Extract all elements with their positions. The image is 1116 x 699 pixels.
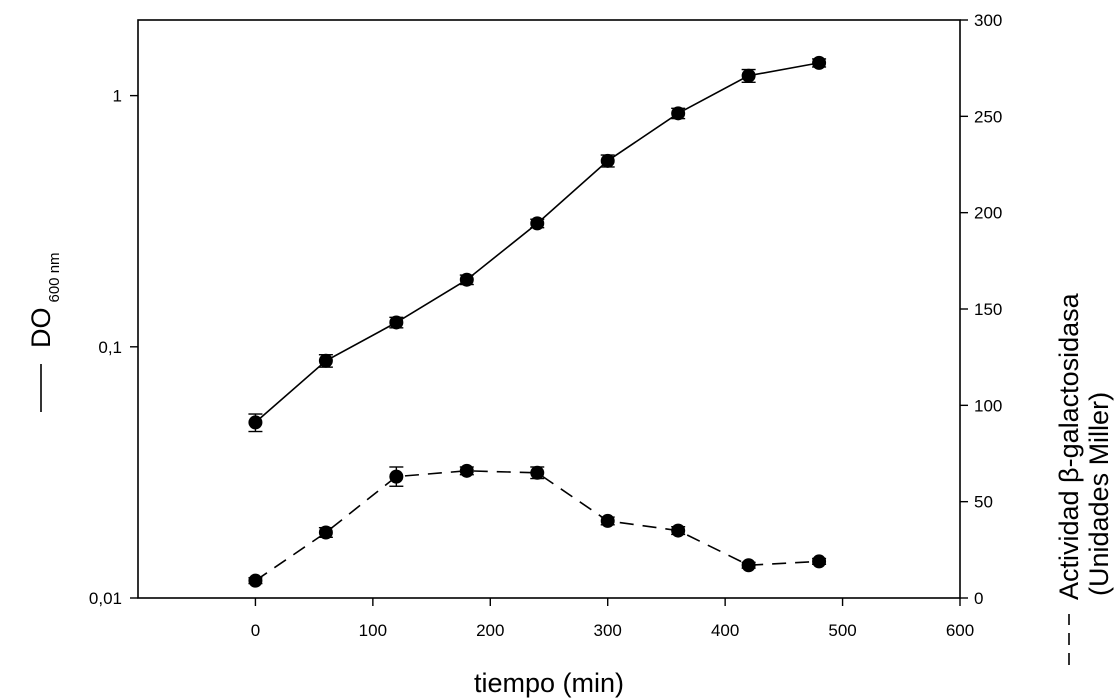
series-2-point bbox=[459, 463, 474, 478]
series-2-point bbox=[671, 523, 686, 538]
x-tick-label: 400 bbox=[711, 621, 739, 640]
y-right-tick-label: 50 bbox=[974, 493, 993, 512]
series-1-line bbox=[254, 62, 820, 424]
y-right-tick-label: 0 bbox=[974, 589, 983, 608]
y-left-axis-label: DO 600 nm bbox=[26, 252, 63, 412]
series-1-point bbox=[248, 415, 263, 430]
x-tick-label: 0 bbox=[251, 621, 260, 640]
series-2-point bbox=[741, 558, 756, 573]
y-right-tick-label: 250 bbox=[974, 107, 1002, 126]
series-1-point bbox=[530, 216, 545, 231]
y-left-axis-label-text: DO 600 nm bbox=[26, 252, 63, 348]
series-1-point bbox=[600, 153, 615, 168]
series-group bbox=[248, 55, 827, 588]
x-tick-label: 600 bbox=[946, 621, 974, 640]
x-axis-label: tiempo (min) bbox=[474, 668, 624, 698]
plot-frame bbox=[137, 19, 961, 599]
series-1-point bbox=[318, 353, 333, 368]
y-left-label-main: DO bbox=[26, 308, 56, 349]
y-right-axis-label: Actividad β-galactosidasa (Unidades Mill… bbox=[1054, 292, 1114, 665]
series-2-point bbox=[530, 465, 545, 480]
x-tick-label: 300 bbox=[594, 621, 622, 640]
x-tick-label: 200 bbox=[476, 621, 504, 640]
y-right-tick-label: 300 bbox=[974, 11, 1002, 30]
series-2-point bbox=[812, 554, 827, 569]
y-right-tick-label: 100 bbox=[974, 396, 1002, 415]
y-left-label-sub: 600 nm bbox=[46, 252, 63, 302]
series-2-line bbox=[254, 469, 820, 582]
y-right-axis-label-line1: Actividad β-galactosidasa bbox=[1054, 292, 1084, 600]
series-2-point bbox=[389, 469, 404, 484]
x-tick-label: 500 bbox=[828, 621, 856, 640]
y-left-axis-ticks: 0,01 0,1 1 bbox=[89, 87, 138, 608]
series-1-point bbox=[459, 272, 474, 287]
series-1-point bbox=[812, 55, 827, 70]
y-left-tick-label: 0,1 bbox=[98, 338, 122, 357]
y-left-tick-label: 1 bbox=[113, 87, 122, 106]
series-2-point bbox=[600, 513, 615, 528]
y-right-axis-label-line2: (Unidades Miller) bbox=[1084, 392, 1114, 596]
series-1-point bbox=[389, 315, 404, 330]
y-right-tick-label: 150 bbox=[974, 300, 1002, 319]
y-right-axis-ticks: 0 50 100 150 200 250 300 bbox=[960, 11, 1002, 608]
y-left-tick-label: 0,01 bbox=[89, 589, 122, 608]
series-2-point bbox=[318, 525, 333, 540]
series-2-point bbox=[248, 573, 263, 588]
y-right-tick-label: 200 bbox=[974, 204, 1002, 223]
series-1-point bbox=[671, 106, 686, 121]
series-1-point bbox=[741, 68, 756, 83]
x-tick-label: 100 bbox=[359, 621, 387, 640]
x-axis-ticks: 0 100 200 300 400 500 600 bbox=[251, 598, 974, 640]
